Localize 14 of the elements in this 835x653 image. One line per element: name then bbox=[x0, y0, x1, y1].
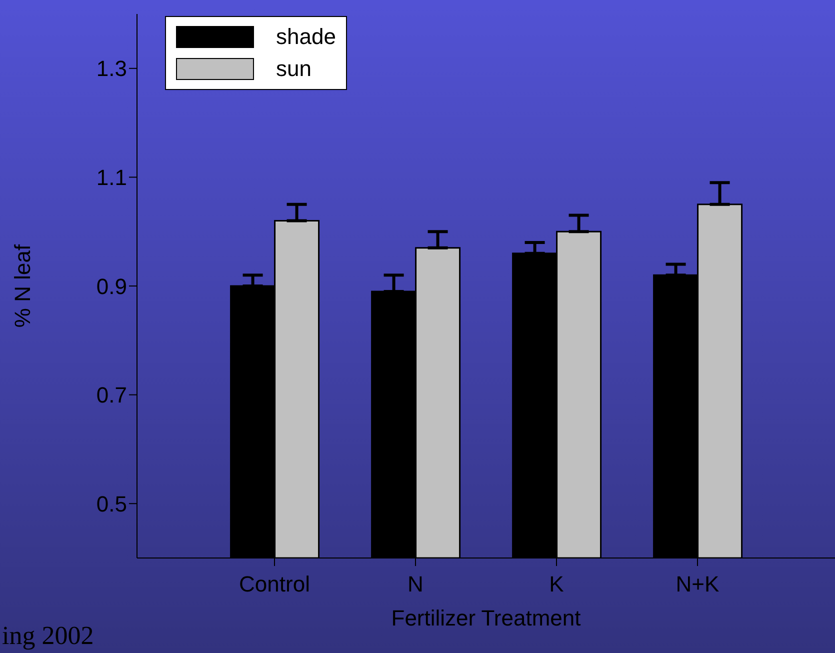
x-tick-label: K bbox=[549, 572, 564, 597]
y-tick-label: 1.1 bbox=[96, 165, 127, 190]
x-tick-label: N bbox=[408, 572, 424, 597]
legend-label: sun bbox=[276, 56, 312, 82]
y-tick-label: 0.5 bbox=[96, 491, 127, 516]
x-tick-label: N+K bbox=[676, 572, 720, 597]
y-tick-label: 0.7 bbox=[96, 382, 127, 408]
text: ing 2002 bbox=[2, 621, 94, 651]
x-axis-title: Fertilizer Treatment bbox=[391, 606, 581, 631]
legend-label: shade bbox=[276, 24, 336, 50]
y-axis-title: % N leaf bbox=[10, 244, 35, 328]
x-tick-label: Control bbox=[239, 572, 310, 597]
y-tick-label: 0.9 bbox=[96, 274, 127, 299]
y-tick-label: 1.3 bbox=[96, 56, 127, 82]
